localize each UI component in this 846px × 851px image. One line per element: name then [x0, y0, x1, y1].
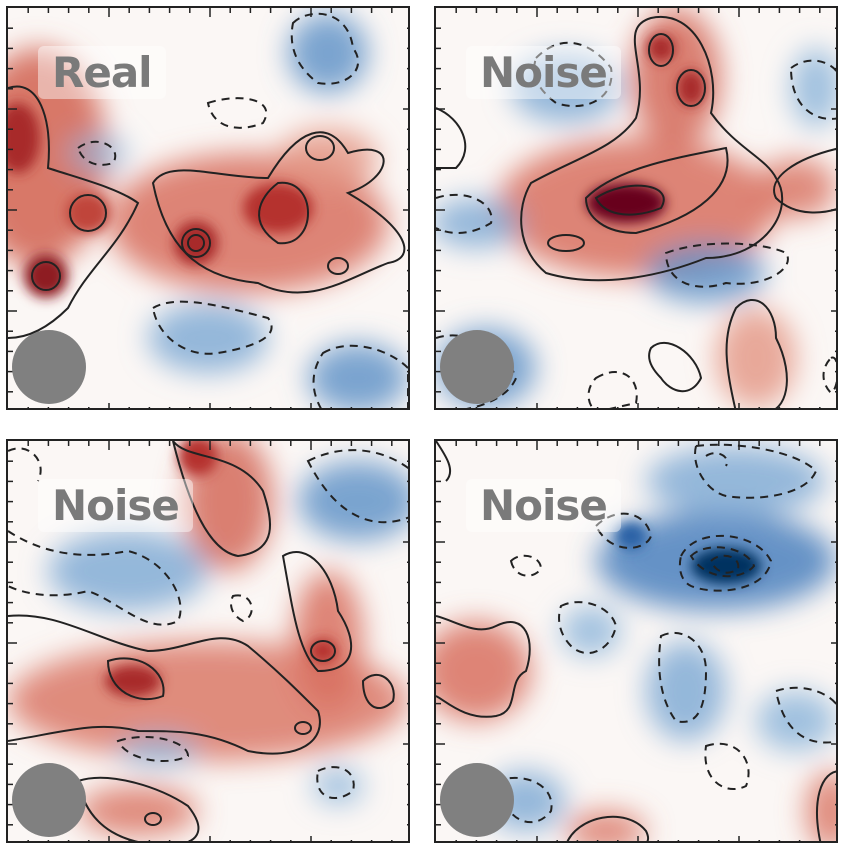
- beam-ellipse-icon: [440, 763, 514, 837]
- beam-ellipse-icon: [440, 330, 514, 404]
- panel-label: Noise: [466, 46, 621, 99]
- map-noise-1: [436, 8, 836, 408]
- panel-label: Noise: [466, 479, 621, 532]
- panel-noise-3: Noise: [434, 439, 838, 843]
- beam-ellipse-icon: [12, 763, 86, 837]
- axis-ticks: [8, 441, 408, 841]
- panel-noise-2: Noise: [6, 439, 410, 843]
- axis-ticks: [436, 441, 836, 841]
- map-noise-3: [436, 441, 836, 841]
- panel-label: Real: [38, 46, 166, 99]
- map-real: [8, 8, 408, 408]
- panel-noise-1: Noise: [434, 6, 838, 410]
- beam-ellipse-icon: [12, 330, 86, 404]
- axis-ticks: [8, 8, 408, 408]
- panel-real: Real: [6, 6, 410, 410]
- panel-label: Noise: [38, 479, 193, 532]
- map-noise-2: [8, 441, 408, 841]
- axis-ticks: [436, 8, 836, 408]
